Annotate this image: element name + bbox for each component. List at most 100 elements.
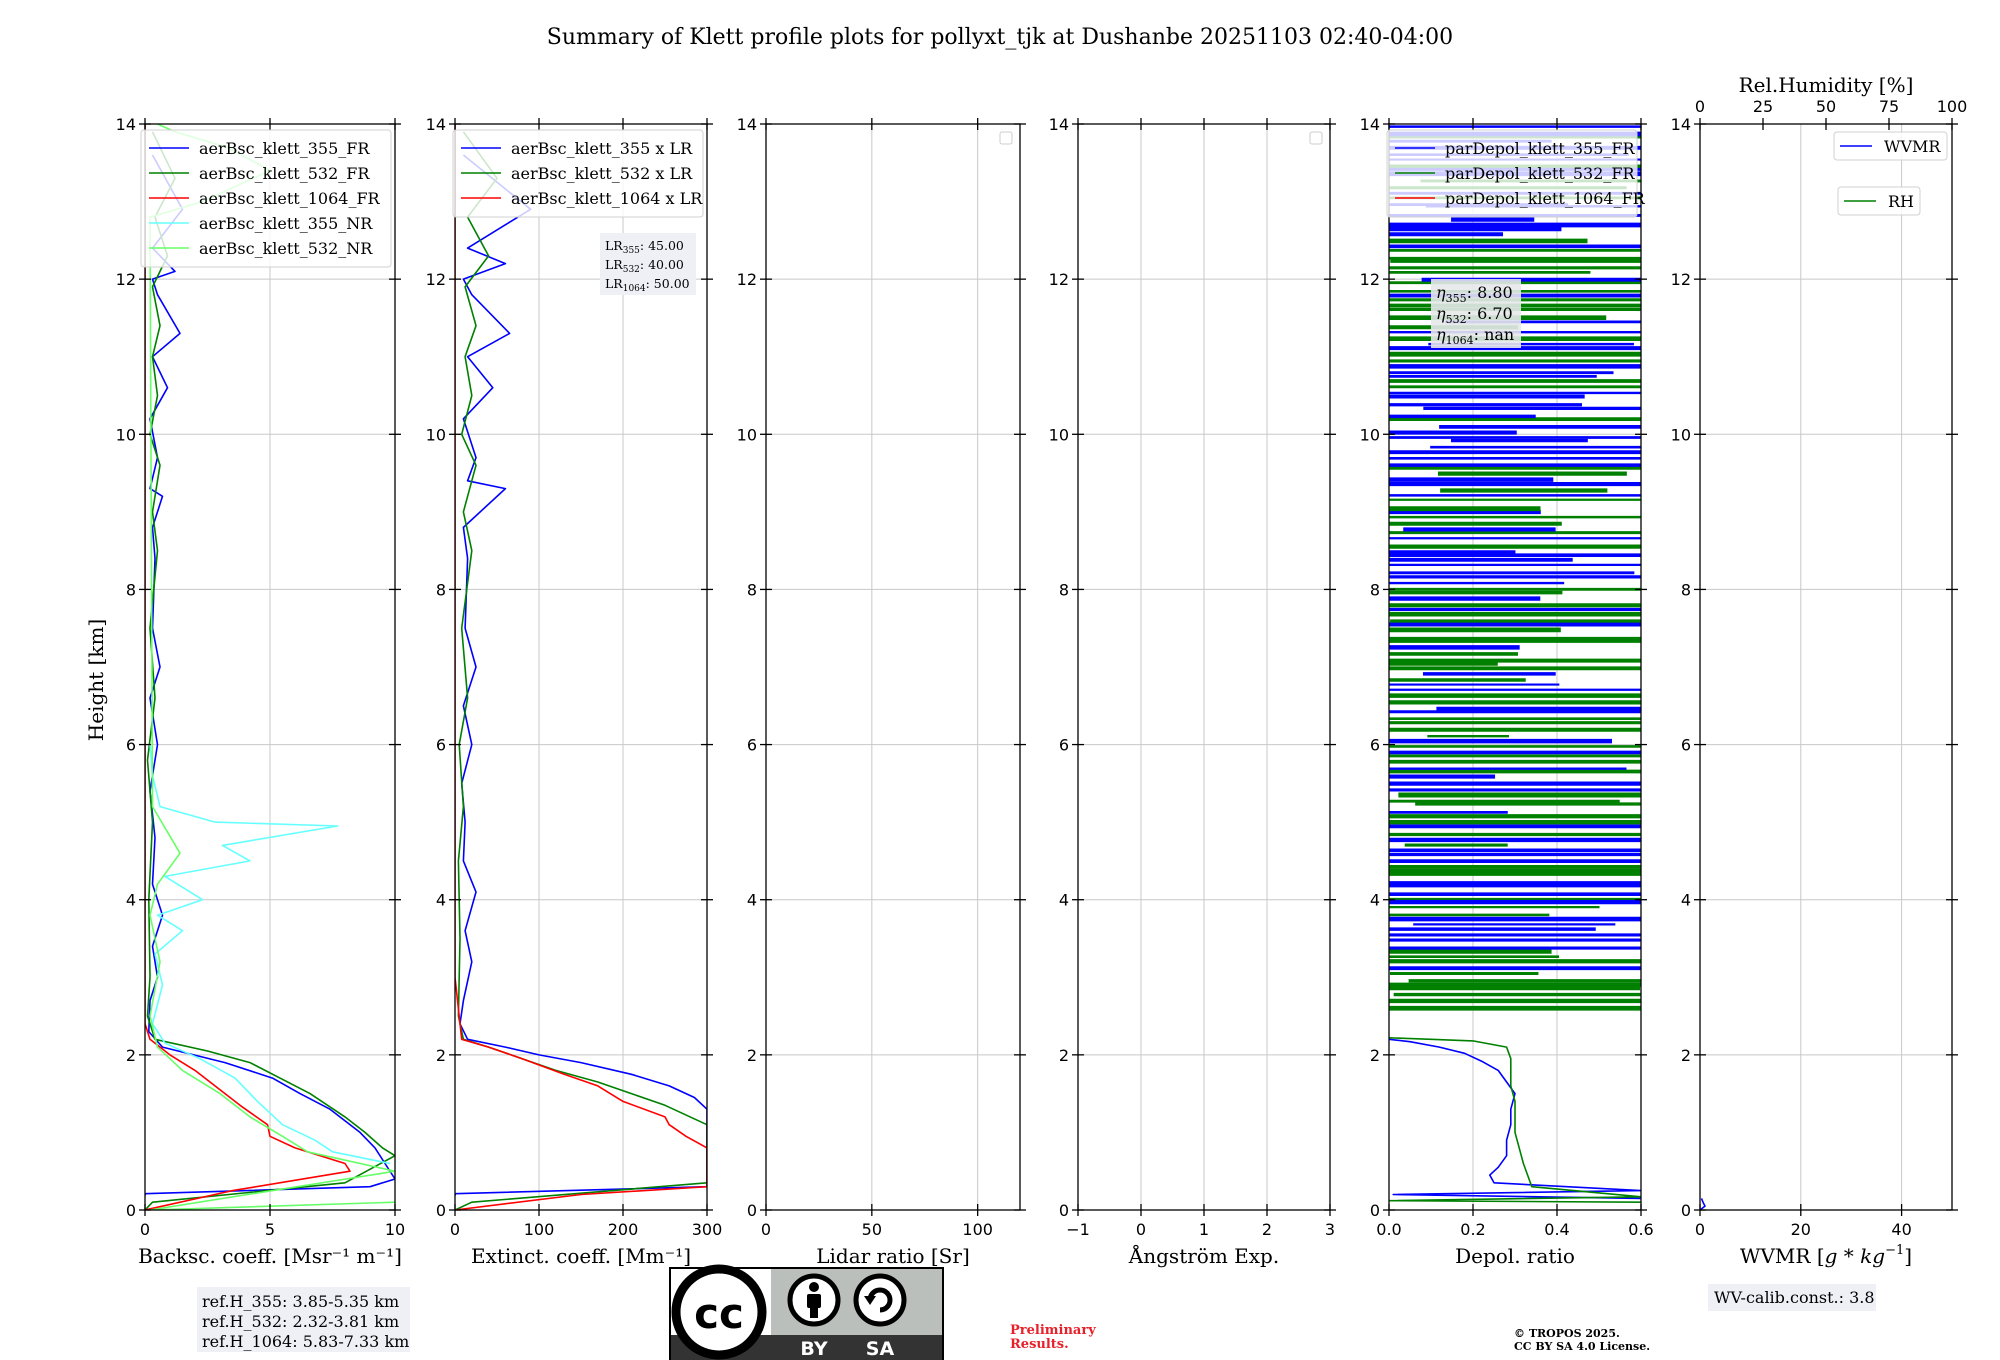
copyright-line-1: © TROPOS 2025. xyxy=(1514,1327,1620,1340)
dep-series-1 xyxy=(1389,1037,1641,1203)
xtick-label-0: −1 xyxy=(1066,1220,1090,1239)
ang-empty-legend xyxy=(1309,131,1323,145)
ref-h-1064: ref.H_1064: 5.83-7.33 km xyxy=(202,1332,409,1351)
ext-legend-box xyxy=(452,129,704,218)
ytick-label-1: 2 xyxy=(126,1046,136,1065)
eta-1064-text: η1064: nan xyxy=(1436,325,1514,347)
xtick-label-1: 100 xyxy=(524,1220,555,1239)
xtick-label-0: 0 xyxy=(761,1220,771,1239)
bsc-legend-label-3: aerBsc_klett_355_NR xyxy=(199,214,373,233)
ext-series-0 xyxy=(455,154,707,1196)
bsc-series-1 xyxy=(145,131,395,1210)
xtick-label-1: 20 xyxy=(1791,1220,1811,1239)
xtick-label-4: 3 xyxy=(1325,1220,1335,1239)
xtick-label-0: 0 xyxy=(1695,1220,1705,1239)
xtick-label-2: 40 xyxy=(1891,1220,1911,1239)
ext-data-layer xyxy=(455,124,707,1210)
ytick-label-5: 10 xyxy=(1049,425,1069,444)
ytick-label-2: 4 xyxy=(1681,891,1691,910)
lr-empty-legend xyxy=(999,131,1013,145)
xtick-label-1: 5 xyxy=(265,1220,275,1239)
wv-x2label: Rel.Humidity [%] xyxy=(1739,73,1914,97)
cc-by-text: BY xyxy=(800,1338,827,1360)
eta-box-bg xyxy=(1431,279,1521,348)
ytick-label-2: 4 xyxy=(747,891,757,910)
dep-axes-frame xyxy=(1388,123,1642,1211)
ytick-label-3: 6 xyxy=(1681,736,1691,755)
ext-legend-label-2: aerBsc_klett_1064 x LR xyxy=(511,189,703,208)
ang-xlabel: Ångström Exp. xyxy=(1128,1243,1279,1268)
eta-355-text: η355: 8.80 xyxy=(1436,283,1513,305)
lr-532-text: LR532: 40.00 xyxy=(605,257,684,275)
wv-calib-text: WV-calib.const.: 3.8 xyxy=(1714,1288,1875,1307)
ytick-label-0: 0 xyxy=(747,1201,757,1220)
ytick-label-7: 14 xyxy=(1360,115,1380,134)
bsc-legend-label-0: aerBsc_klett_355_FR xyxy=(199,139,370,158)
ytick-label-3: 6 xyxy=(1059,736,1069,755)
panel-backscatter: 0 2 4 6 8 10 12 14 0 5 10 Backsc. coeff. [Msr⁻¹ m⁻¹… xyxy=(116,115,406,1268)
ytick-label-0: 0 xyxy=(126,1201,136,1220)
dep-legend-label-0: parDepol_klett_355_FR xyxy=(1445,139,1636,158)
ytick-label-0: 0 xyxy=(1681,1201,1691,1220)
xtick-label-3: 0.6 xyxy=(1628,1220,1653,1239)
ytick-label-2: 4 xyxy=(126,891,136,910)
cc-sa-text: SA xyxy=(866,1338,895,1360)
wv-axes-frame xyxy=(1699,123,1953,1211)
panel-depol: 0 2 4 6 8 10 12 14 0.0 0.2 0.4 0.6 Depol. ratio parDe… xyxy=(1360,115,1654,1268)
ytick-label-4: 8 xyxy=(126,580,136,599)
bsc-data-layer xyxy=(145,124,395,1210)
lr-xlabel: Lidar ratio [Sr] xyxy=(816,1244,970,1268)
ytick-label-0: 0 xyxy=(436,1201,446,1220)
legend-label-0: WVMR xyxy=(1884,137,1941,156)
dep-legend-label-2: parDepol_klett_1064_FR xyxy=(1445,189,1646,208)
wv-calib-box: WV-calib.const.: 3.8 xyxy=(1708,1284,1876,1311)
share-alike-icon xyxy=(853,1273,907,1327)
xtick-label-0: 0 xyxy=(450,1220,460,1239)
xtick-label-1: 50 xyxy=(862,1220,882,1239)
ext-xlabel: Extinct. coeff. [Mm⁻¹] xyxy=(471,1244,691,1268)
bsc-legend-label-2: aerBsc_klett_1064_FR xyxy=(199,189,381,208)
ytick-label-5: 10 xyxy=(116,425,136,444)
wv-series-0 xyxy=(1700,1198,1706,1210)
legend-label-1: RH xyxy=(1888,192,1914,211)
ref-h-532: ref.H_532: 2.32-3.81 km xyxy=(202,1312,399,1331)
bsc-legend-box xyxy=(140,129,392,268)
xtick-label-1: 0.2 xyxy=(1460,1220,1485,1239)
bsc-series-2 xyxy=(145,124,351,1210)
ytick-label-3: 6 xyxy=(747,736,757,755)
ytick-label-3: 6 xyxy=(1370,736,1380,755)
x2tick-label-2: 50 xyxy=(1816,97,1836,116)
ytick-label-1: 2 xyxy=(1059,1046,1069,1065)
ext-legend-label-1: aerBsc_klett_532 x LR xyxy=(511,164,693,183)
ytick-label-4: 8 xyxy=(436,580,446,599)
ytick-label-2: 4 xyxy=(436,891,446,910)
wv-data-layer xyxy=(1700,1198,1706,1210)
ext-legend-label-0: aerBsc_klett_355 x LR xyxy=(511,139,693,158)
figure-title: Summary of Klett profile plots for polly… xyxy=(547,25,1453,50)
ytick-label-6: 12 xyxy=(426,270,446,289)
ytick-label-7: 14 xyxy=(116,115,136,134)
ytick-label-4: 8 xyxy=(1370,580,1380,599)
panel-lidar-ratio: 0 2 4 6 8 10 12 14 0 50 100 Lidar ratio [Sr] xyxy=(737,115,1026,1268)
xtick-label-2: 0.4 xyxy=(1544,1220,1569,1239)
dep-series-0 xyxy=(1389,1038,1641,1200)
ytick-label-1: 2 xyxy=(436,1046,446,1065)
dep-legend-box xyxy=(1386,129,1638,218)
attribution-person-icon xyxy=(787,1273,841,1327)
ytick-label-3: 6 xyxy=(126,736,136,755)
lidar-ratio-info-box: LR355: 45.00 LR532: 40.00 LR1064: 50.00 xyxy=(600,233,696,295)
xtick-label-0: 0 xyxy=(140,1220,150,1239)
ytick-label-7: 14 xyxy=(426,115,446,134)
x2tick-label-0: 0 xyxy=(1695,97,1705,116)
ytick-label-4: 8 xyxy=(747,580,757,599)
dep-legend-label-1: parDepol_klett_532_FR xyxy=(1445,164,1636,183)
cc-circle-icon xyxy=(671,1264,767,1360)
lr-box-bg xyxy=(600,233,696,295)
ytick-label-6: 12 xyxy=(1360,270,1380,289)
dep-xlabel: Depol. ratio xyxy=(1455,1244,1575,1268)
ytick-label-1: 2 xyxy=(1370,1046,1380,1065)
lr-axes-frame xyxy=(765,123,1021,1211)
eta-532-text: η532: 6.70 xyxy=(1436,304,1513,326)
xtick-label-3: 300 xyxy=(692,1220,723,1239)
